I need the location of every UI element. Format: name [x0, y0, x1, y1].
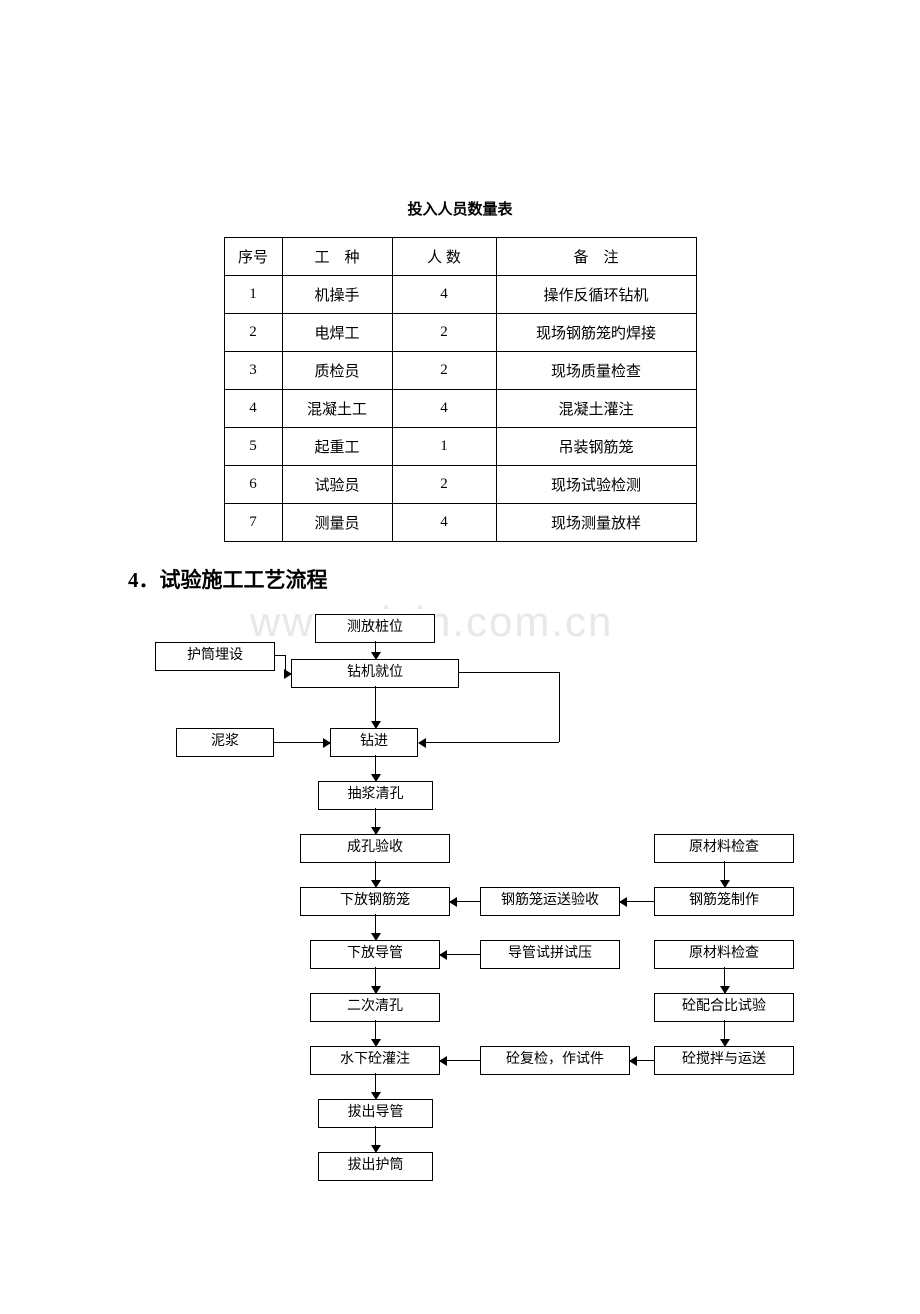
- th-count: 人 数: [392, 238, 496, 276]
- arrow: [375, 914, 376, 940]
- line: [275, 655, 285, 656]
- arrow: [375, 1073, 376, 1099]
- node-nijiang: 泥浆: [176, 728, 274, 757]
- node-yuancai1: 原材料检查: [654, 834, 794, 863]
- node-fujian: 砼复检，作试件: [480, 1046, 630, 1075]
- line: [559, 672, 560, 742]
- arrow: [450, 901, 480, 902]
- node-bachu-hutong: 拔出护筒: [318, 1152, 433, 1181]
- table-title: 投入人员数量表: [0, 198, 920, 219]
- table-row: 5起重工1吊装钢筋笼: [224, 428, 696, 466]
- arrow: [375, 755, 376, 781]
- node-choujiang: 抽浆清孔: [318, 781, 433, 810]
- arrow: [375, 686, 376, 728]
- table-row: 1机操手4操作反循环钻机: [224, 276, 696, 314]
- arrow: [440, 1060, 480, 1061]
- th-remark: 备 注: [496, 238, 696, 276]
- table-header-row: 序号 工 种 人 数 备 注: [224, 238, 696, 276]
- arrow: [724, 1020, 725, 1046]
- node-daoguan-ship: 导管试拼试压: [480, 940, 620, 969]
- node-xiafang-gang: 下放钢筋笼: [300, 887, 450, 916]
- table-row: 4混凝土工4混凝土灌注: [224, 390, 696, 428]
- arrow: [375, 641, 376, 659]
- arrow: [375, 1020, 376, 1046]
- arrow: [419, 742, 559, 743]
- arrow: [724, 967, 725, 993]
- node-peihe: 砼配合比试验: [654, 993, 794, 1022]
- table-row: 3质检员2现场质量检查: [224, 352, 696, 390]
- node-shuixia: 水下砼灌注: [310, 1046, 440, 1075]
- table-row: 2电焊工2现场钢筋笼旳焊接: [224, 314, 696, 352]
- th-idx: 序号: [224, 238, 282, 276]
- node-hutong: 护筒埋设: [155, 642, 275, 671]
- node-gangyunsong: 钢筋笼运送验收: [480, 887, 620, 916]
- arrow: [375, 861, 376, 887]
- arrow: [375, 967, 376, 993]
- arrow: [375, 1126, 376, 1152]
- arrow: [440, 954, 480, 955]
- flowchart: 测放桩位 护筒埋设 钻机就位 泥浆 钻进 抽浆清孔 成孔验收 原材料检查 下放钢…: [0, 614, 920, 1314]
- node-cefang: 测放桩位: [315, 614, 435, 643]
- node-gangzhizuo: 钢筋笼制作: [654, 887, 794, 916]
- th-type: 工 种: [282, 238, 392, 276]
- node-jiaoban: 砼搅拌与运送: [654, 1046, 794, 1075]
- personnel-table: 序号 工 种 人 数 备 注 1机操手4操作反循环钻机 2电焊工2现场钢筋笼旳焊…: [224, 237, 697, 542]
- arrow: [274, 742, 330, 743]
- arrow: [620, 901, 654, 902]
- node-bachu-daoguan: 拔出导管: [318, 1099, 433, 1128]
- node-zuanjin: 钻进: [330, 728, 418, 757]
- arrow: [724, 861, 725, 887]
- node-yuancai2: 原材料检查: [654, 940, 794, 969]
- arrow: [630, 1060, 654, 1061]
- section-title: 4．试验施工工艺流程: [128, 564, 920, 594]
- table-row: 6试验员2现场试验检测: [224, 466, 696, 504]
- node-erci: 二次清孔: [310, 993, 440, 1022]
- table-row: 7测量员4现场测量放样: [224, 504, 696, 542]
- arrow: [285, 673, 291, 674]
- arrow: [375, 808, 376, 834]
- node-zuanji: 钻机就位: [291, 659, 459, 688]
- node-chengkong: 成孔验收: [300, 834, 450, 863]
- node-xiafang-daoguan: 下放导管: [310, 940, 440, 969]
- line: [459, 672, 559, 673]
